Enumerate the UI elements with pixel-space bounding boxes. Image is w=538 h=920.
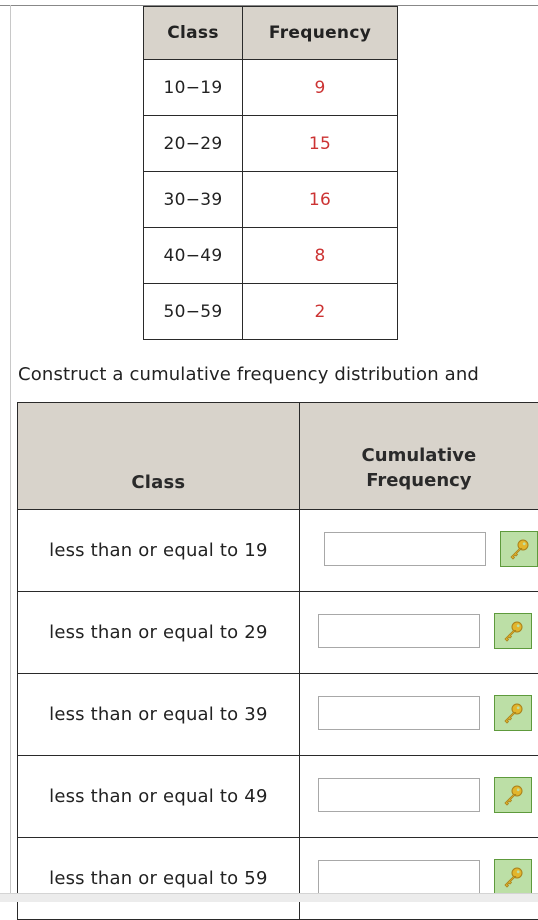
cumulative-frequency-input[interactable]: [318, 860, 480, 894]
frequency-cell: 2: [243, 284, 398, 340]
instruction-text: Construct a cumulative frequency distrib…: [18, 364, 538, 385]
cumulative-class-cell: less than or equal to 39: [18, 674, 300, 756]
cumulative-frequency-input[interactable]: [324, 532, 486, 566]
cumulative-frequency-input[interactable]: [318, 614, 480, 648]
cumulative-class-cell: less than or equal to 29: [18, 592, 300, 674]
frequency-table-row: 50−59 2: [144, 284, 398, 340]
cumulative-answer-cell: [299, 510, 538, 592]
cumulative-header-line1: Cumulative: [300, 443, 538, 468]
cumulative-table-row: less than or equal to 59: [18, 838, 538, 920]
cumulative-table-header-row: Class Cumulative Frequency: [18, 403, 538, 510]
cumulative-frequency-input[interactable]: [318, 696, 480, 730]
cumulative-class-cell: less than or equal to 59: [18, 838, 300, 920]
answer-key-button[interactable]: [494, 777, 532, 813]
cumulative-table-row: less than or equal to 19: [18, 510, 538, 592]
cumulative-frequency-table: Class Cumulative Frequency less than or …: [17, 402, 538, 920]
cumulative-table-row: less than or equal to 29: [18, 592, 538, 674]
cumulative-answer-cell: [299, 838, 538, 920]
cumulative-class-cell: less than or equal to 49: [18, 756, 300, 838]
frequency-table: Class Frequency 10−19 9 20−29 15 30−39 1…: [143, 6, 398, 340]
bottom-scroll-bar: [0, 893, 538, 902]
answer-key-button[interactable]: [494, 613, 532, 649]
class-cell: 50−59: [144, 284, 243, 340]
answer-key-button[interactable]: [500, 531, 538, 567]
class-cell: 40−49: [144, 228, 243, 284]
cumulative-table-class-header: Class: [18, 403, 300, 510]
answer-key-button[interactable]: [494, 695, 532, 731]
frequency-table-row: 20−29 15: [144, 116, 398, 172]
cumulative-frequency-header: Cumulative Frequency: [299, 403, 538, 510]
frequency-table-row: 10−19 9: [144, 60, 398, 116]
class-cell: 10−19: [144, 60, 243, 116]
class-cell: 30−39: [144, 172, 243, 228]
frequency-table-row: 40−49 8: [144, 228, 398, 284]
frequency-cell: 15: [243, 116, 398, 172]
class-cell: 20−29: [144, 116, 243, 172]
cumulative-table-row: less than or equal to 49: [18, 756, 538, 838]
cumulative-class-cell: less than or equal to 19: [18, 510, 300, 592]
left-divider: [10, 5, 11, 893]
frequency-cell: 9: [243, 60, 398, 116]
cumulative-frequency-input[interactable]: [318, 778, 480, 812]
key-icon: [501, 865, 525, 889]
key-icon: [501, 701, 525, 725]
key-icon: [501, 619, 525, 643]
cumulative-table-row: less than or equal to 39: [18, 674, 538, 756]
frequency-cell: 8: [243, 228, 398, 284]
cumulative-answer-cell: [299, 674, 538, 756]
frequency-cell: 16: [243, 172, 398, 228]
cumulative-answer-cell: [299, 756, 538, 838]
answer-key-button[interactable]: [494, 859, 532, 895]
cumulative-answer-cell: [299, 592, 538, 674]
frequency-table-row: 30−39 16: [144, 172, 398, 228]
cumulative-header-line2: Frequency: [300, 468, 538, 493]
key-icon: [507, 537, 531, 561]
frequency-table-header-row: Class Frequency: [144, 7, 398, 60]
frequency-table-class-header: Class: [144, 7, 243, 60]
key-icon: [501, 783, 525, 807]
frequency-table-frequency-header: Frequency: [243, 7, 398, 60]
